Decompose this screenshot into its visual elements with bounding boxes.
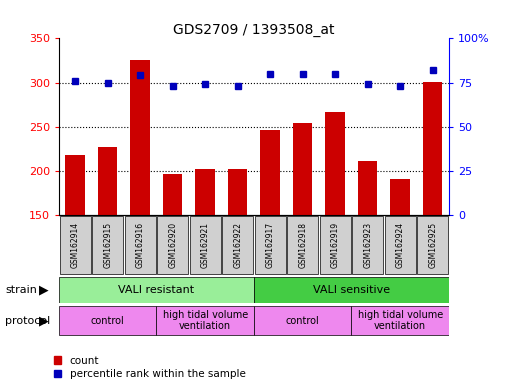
Text: high tidal volume
ventilation: high tidal volume ventilation	[358, 310, 443, 331]
Bar	[325, 112, 345, 215]
Bar	[92, 216, 123, 274]
Text: GSM162922: GSM162922	[233, 222, 242, 268]
Bar	[423, 82, 442, 215]
Title: GDS2709 / 1393508_at: GDS2709 / 1393508_at	[173, 23, 334, 37]
Bar	[287, 216, 318, 274]
Text: ▶: ▶	[38, 283, 48, 296]
Text: GSM162914: GSM162914	[71, 222, 80, 268]
Text: GSM162918: GSM162918	[298, 222, 307, 268]
Text: GSM162917: GSM162917	[266, 222, 274, 268]
Bar	[125, 216, 156, 274]
Bar	[60, 216, 91, 274]
Text: control: control	[91, 316, 125, 326]
Text: GSM162919: GSM162919	[331, 222, 340, 268]
Text: ▶: ▶	[38, 314, 48, 327]
Bar	[390, 179, 410, 215]
Text: GSM162920: GSM162920	[168, 222, 177, 268]
Text: high tidal volume
ventilation: high tidal volume ventilation	[163, 310, 248, 331]
Text: GSM162916: GSM162916	[136, 222, 145, 268]
Text: VALI sensitive: VALI sensitive	[313, 285, 390, 295]
Text: control: control	[286, 316, 320, 326]
Bar	[254, 277, 449, 303]
Bar	[59, 277, 254, 303]
Text: protocol: protocol	[5, 316, 50, 326]
Bar	[195, 169, 215, 215]
Text: GSM162915: GSM162915	[103, 222, 112, 268]
Bar	[190, 216, 221, 274]
Text: VALI resistant: VALI resistant	[119, 285, 194, 295]
Text: GSM162924: GSM162924	[396, 222, 405, 268]
Bar	[293, 123, 312, 215]
Bar	[261, 130, 280, 215]
Bar	[157, 216, 188, 274]
Bar	[417, 216, 448, 274]
Bar	[351, 306, 449, 335]
Bar	[163, 174, 183, 215]
Bar	[385, 216, 416, 274]
Text: strain: strain	[5, 285, 37, 295]
Bar	[254, 216, 286, 274]
Bar	[156, 306, 254, 335]
Bar	[59, 306, 156, 335]
Bar	[66, 155, 85, 215]
Text: GSM162923: GSM162923	[363, 222, 372, 268]
Legend: count, percentile rank within the sample: count, percentile rank within the sample	[54, 356, 245, 379]
Bar	[352, 216, 383, 274]
Bar	[320, 216, 351, 274]
Text: GSM162921: GSM162921	[201, 222, 210, 268]
Bar	[98, 147, 117, 215]
Bar	[130, 60, 150, 215]
Text: GSM162925: GSM162925	[428, 222, 437, 268]
Bar	[358, 161, 378, 215]
Bar	[228, 169, 247, 215]
Bar	[254, 306, 351, 335]
Bar	[222, 216, 253, 274]
